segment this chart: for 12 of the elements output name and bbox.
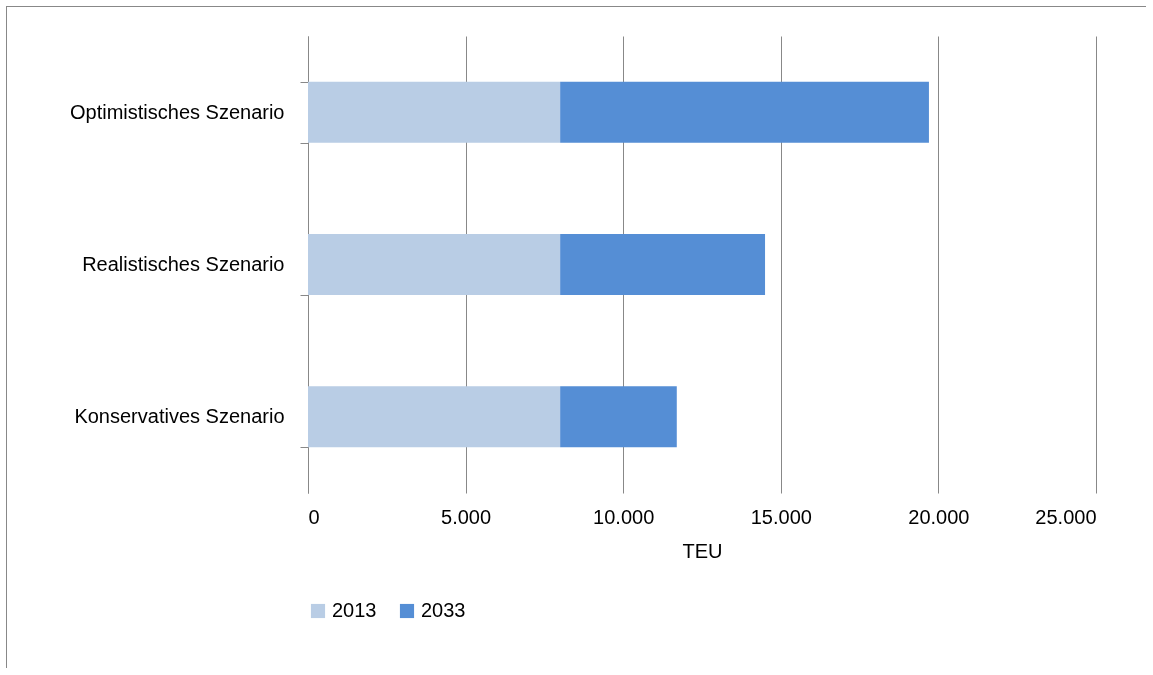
x-tick-label: 25.000 [1035,505,1097,528]
x-tick-label: 0 [308,505,320,528]
legend-label: 2013 [332,599,377,621]
y-tick-label: Realistisches Szenario [82,253,285,275]
x-tick-label: 15.000 [750,505,812,528]
x-tick-label: 20.000 [908,505,970,528]
y-tick-label: Konservatives Szenario [74,405,285,428]
x-axis-title: TEU [682,539,723,562]
y-tick-label: Optimistisches Szenario [69,100,285,123]
x-tick-label: 5.000 [441,505,492,528]
legend-label: 2033 [421,599,466,621]
x-tick-label: 10.000 [593,505,655,528]
